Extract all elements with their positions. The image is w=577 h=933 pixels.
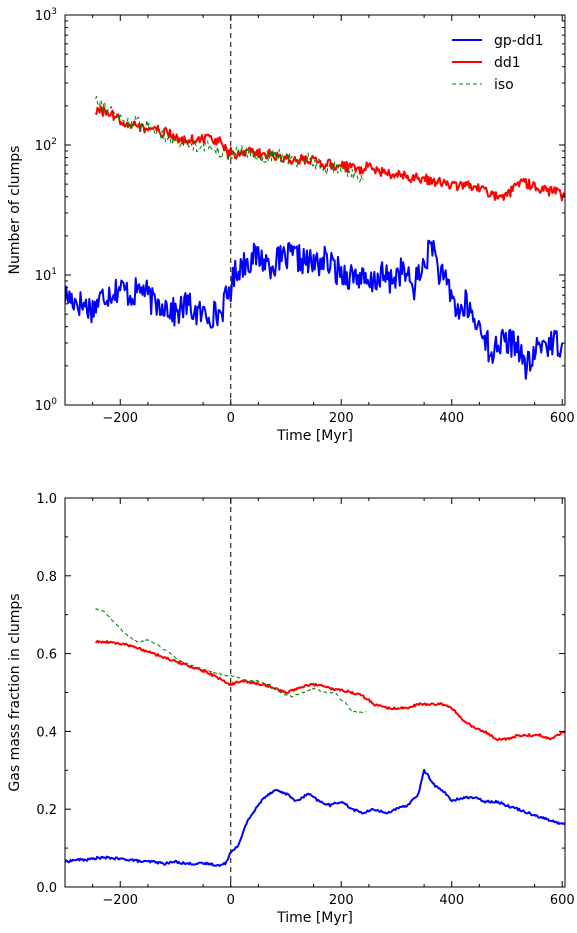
series-line-iso: [94, 95, 364, 183]
series-line-gp-dd1: [65, 768, 565, 868]
x-tick-label: 600: [550, 893, 575, 908]
y-tick-label: 0.4: [36, 725, 57, 740]
y-tick-label: 101: [35, 267, 57, 284]
x-tick-label: 200: [329, 893, 354, 908]
x-axis-label: Time [Myr]: [276, 428, 353, 444]
x-tick-label: −200: [102, 893, 138, 908]
x-axis-label: Time [Myr]: [276, 910, 353, 926]
y-axis-label: Gas mass fraction in clumps: [7, 593, 23, 791]
plot-frame: [64, 497, 566, 888]
series-line-iso: [95, 608, 367, 714]
x-tick-label: 400: [439, 893, 464, 908]
y-tick-label: 0.8: [36, 570, 57, 585]
x-tick-label: 200: [329, 411, 354, 426]
legend-label-dd1: dd1: [494, 55, 521, 71]
clump-count-panel: −200 0 200 400 600 100 101 102 103 Time [Myr] Numb…: [7, 7, 575, 444]
series-line-gp-dd1: [65, 239, 564, 380]
y-tick-label: 1.0: [36, 492, 57, 507]
series-line-dd1: [94, 105, 565, 202]
x-tick-label: −200: [102, 411, 138, 426]
legend-label-iso: iso: [494, 77, 514, 93]
y-tick-label: 0.6: [36, 648, 57, 663]
x-tick-label: 0: [227, 893, 235, 908]
plot-frame: [64, 14, 566, 406]
x-tick-label: 400: [439, 411, 464, 426]
y-axis-label: Number of clumps: [7, 146, 23, 275]
x-tick-label: 0: [227, 411, 235, 426]
y-tick-label: 103: [35, 7, 57, 24]
series-line-dd1: [95, 639, 565, 741]
y-tick-label: 0.0: [36, 881, 57, 896]
y-tick-label: 102: [35, 137, 57, 154]
legend-label-gp-dd1: gp-dd1: [494, 33, 544, 49]
legend: gp-dd1 dd1 iso: [452, 33, 544, 93]
y-tick-label: 100: [35, 397, 58, 414]
y-tick-label: 0.2: [36, 803, 57, 818]
gas-fraction-panel: −200 0 200 400 600 0.0 0.2 0.4 0.6 0.8 1.0 Time [My…: [7, 492, 575, 926]
x-tick-label: 600: [550, 411, 575, 426]
